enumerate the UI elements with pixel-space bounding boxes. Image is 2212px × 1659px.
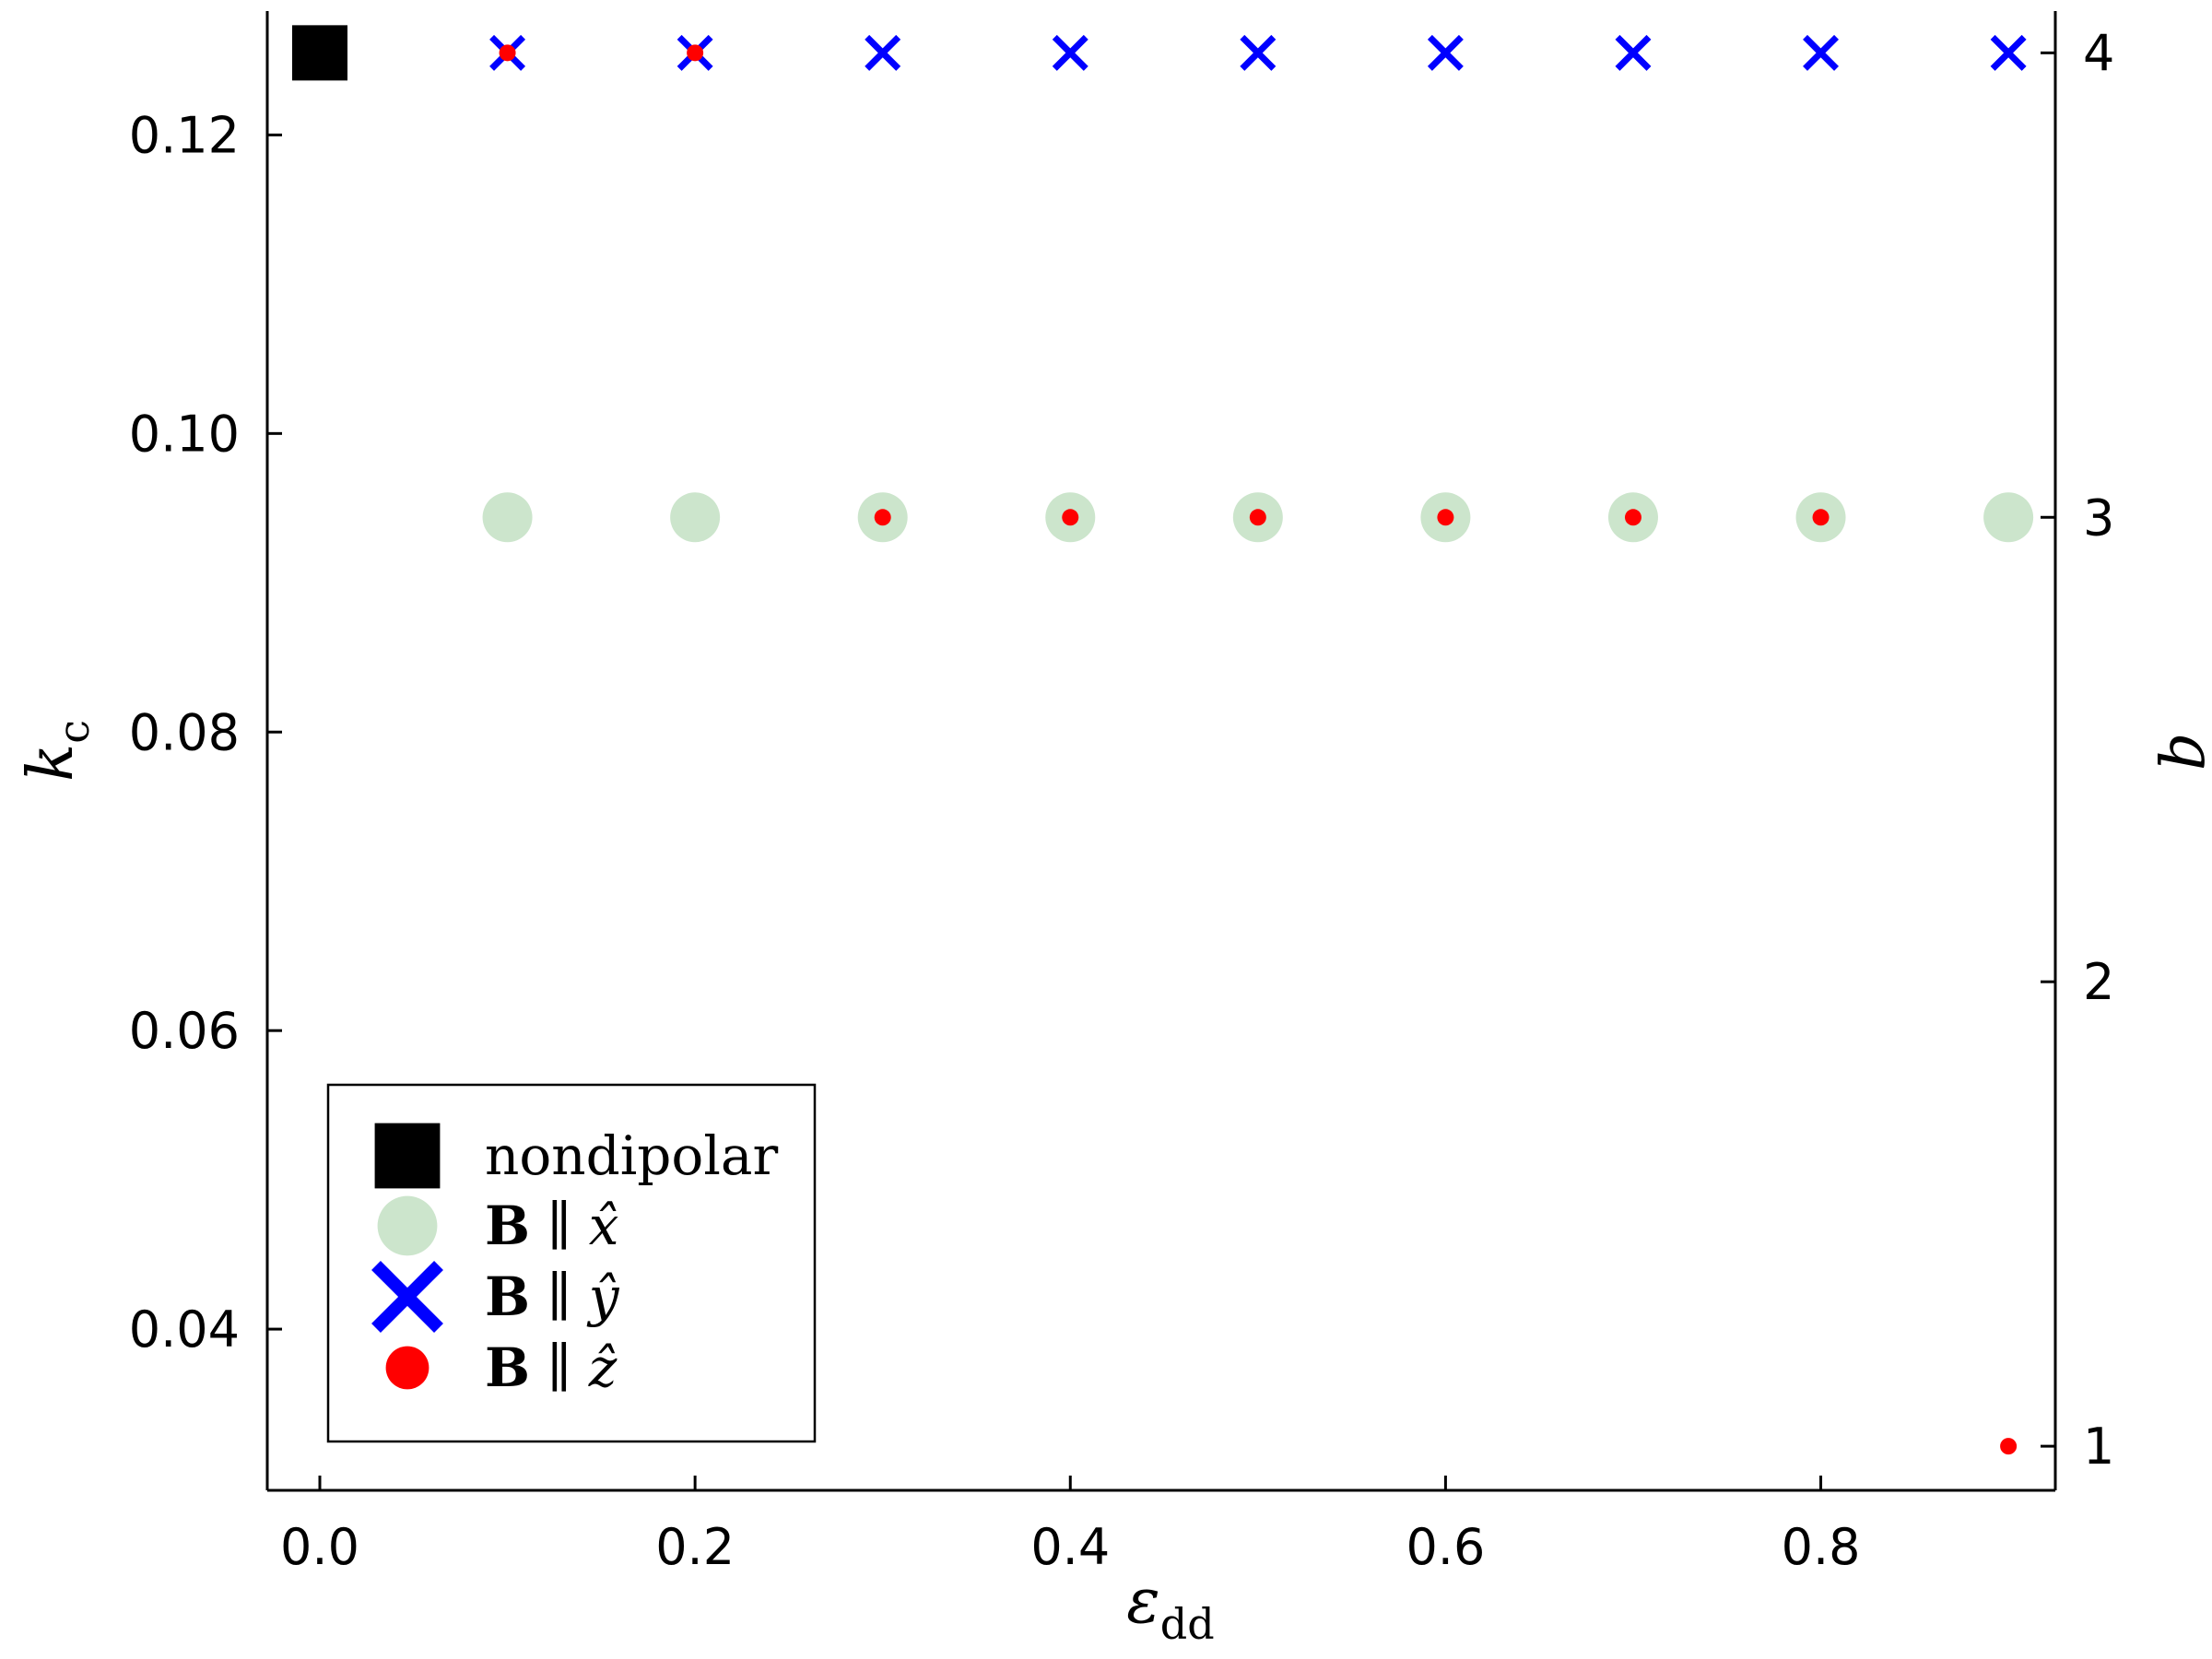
y-right-tick-label: 1	[2083, 1418, 2114, 1476]
legend-item-b-x: B ∥ x̂	[377, 1194, 618, 1257]
b-parallel-y-point	[1427, 34, 1464, 71]
legend-label-math: x̂	[589, 1194, 619, 1257]
y-right-tick-label: 2	[2083, 953, 2114, 1011]
x-axis-symbol: ε	[1126, 1565, 1160, 1638]
x-axis-label: εdd	[1126, 1565, 1214, 1649]
b-parallel-z-point	[499, 44, 516, 62]
legend-marker	[385, 1346, 429, 1390]
b-parallel-x-point	[482, 492, 533, 543]
legend-label-rel: ∥	[530, 1194, 589, 1257]
b-parallel-z-point	[1437, 509, 1454, 526]
b-parallel-z-point	[874, 509, 891, 526]
b-parallel-y-point-stroke	[1990, 34, 2027, 71]
b-parallel-x-point	[670, 492, 721, 543]
b-parallel-y-point	[865, 34, 901, 71]
b-parallel-y-point-stroke	[865, 34, 901, 71]
axis-ticks: 0.0 0.2 0.4 0.6 0.8 0.04 0.06 0.08 0.10 0.12 1 2 3 4	[129, 24, 2115, 1576]
legend-item-b-z: B ∥ ẑ	[385, 1336, 618, 1399]
b-parallel-y-point-stroke	[1615, 34, 1652, 71]
y-left-axis-label: kc	[15, 720, 99, 782]
y-left-axis-symbol: k	[15, 744, 88, 782]
b-parallel-y-point-stroke	[1240, 34, 1277, 71]
x-tick-label: 0.2	[655, 1518, 735, 1576]
y-left-tick-label: 0.08	[129, 703, 240, 761]
plot-area	[291, 25, 2034, 1455]
b-parallel-z-point	[1624, 509, 1641, 526]
legend-label-bold: B	[485, 1265, 530, 1328]
legend-label: B ∥ x̂	[485, 1194, 618, 1257]
legend-label: B ∥ ẑ	[485, 1336, 618, 1399]
legend-item-nondipolar: nondipolar	[374, 1123, 778, 1189]
y-left-tick-label: 0.04	[129, 1300, 240, 1359]
b-parallel-z-point	[2000, 1438, 2018, 1455]
x-tick-label: 0.0	[280, 1518, 359, 1576]
legend-label-bold: B	[485, 1194, 530, 1257]
b-parallel-y-point-stroke	[1052, 34, 1088, 71]
y-left-axis-subscript: c	[49, 720, 99, 744]
legend-label: B ∥ ŷ	[485, 1265, 620, 1328]
legend-marker	[374, 1123, 441, 1189]
y-right-tick-label: 3	[2083, 488, 2114, 547]
b-parallel-y-point	[1052, 34, 1088, 71]
legend-marker	[371, 1261, 443, 1333]
b-parallel-z-point	[1062, 509, 1079, 526]
nondipolar-point	[291, 25, 347, 81]
b-parallel-y-point	[1615, 34, 1652, 71]
x-tick-label: 0.4	[1030, 1518, 1110, 1576]
legend-label: nondipolar	[485, 1124, 778, 1187]
x-tick-label: 0.6	[1406, 1518, 1485, 1576]
b-parallel-z-point	[687, 44, 704, 62]
legend-label-bold: B	[485, 1336, 530, 1399]
legend-label-rel: ∥	[530, 1265, 589, 1328]
b-parallel-y-point	[1990, 34, 2027, 71]
y-right-tick-label: 4	[2083, 24, 2114, 82]
y-right-axis-label: q	[2155, 731, 2212, 771]
b-parallel-y-point	[1240, 34, 1277, 71]
axis-labels: εdd kc q	[15, 720, 2212, 1649]
legend-item-b-y: B ∥ ŷ	[371, 1261, 620, 1333]
x-axis-subscript: dd	[1160, 1599, 1215, 1649]
x-tick-label: 0.8	[1782, 1518, 1861, 1576]
axes-frame	[265, 11, 2057, 1492]
b-parallel-y-point-stroke	[1803, 34, 1840, 71]
b-parallel-y-point-stroke	[1427, 34, 1464, 71]
legend-label-math: ẑ	[588, 1336, 618, 1399]
legend-marker	[377, 1195, 438, 1256]
legend-marker-stroke	[371, 1261, 443, 1333]
y-left-tick-label: 0.06	[129, 1002, 240, 1060]
b-parallel-y-point	[1803, 34, 1840, 71]
b-parallel-z-point	[1812, 509, 1830, 526]
y-left-tick-label: 0.10	[129, 405, 240, 463]
legend-label-math: ŷ	[586, 1265, 620, 1328]
b-parallel-x-point	[1983, 492, 2034, 543]
legend-label-rel: ∥	[530, 1336, 589, 1399]
b-parallel-z-point	[1249, 509, 1266, 526]
y-left-tick-label: 0.12	[129, 106, 240, 164]
